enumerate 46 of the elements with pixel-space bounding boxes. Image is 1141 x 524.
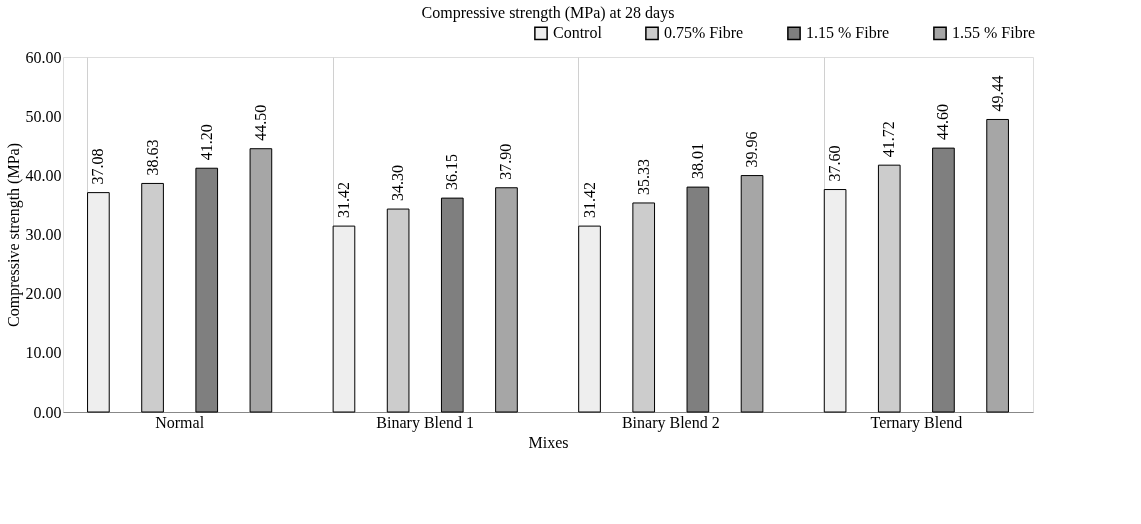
data-label: 31.42 — [580, 182, 598, 219]
bar — [332, 225, 356, 413]
data-label: 31.42 — [334, 182, 352, 219]
data-label: 37.90 — [497, 143, 515, 180]
data-label: 39.96 — [743, 131, 761, 168]
data-label: 37.60 — [826, 145, 844, 182]
data-label: 44.50 — [251, 104, 269, 141]
y-tick-label: 50.00 — [25, 107, 62, 125]
data-label: 41.72 — [880, 121, 898, 158]
y-tick-label: 60.00 — [25, 48, 62, 66]
x-tick-label: Binary Blend 2 — [621, 413, 720, 432]
y-tick-label: 0.00 — [33, 403, 62, 421]
data-label: 34.30 — [389, 165, 407, 202]
legend-label: 0.75% Fibre — [664, 24, 744, 42]
x-tick-label: Binary Blend 1 — [376, 413, 475, 432]
data-label: 49.44 — [988, 75, 1006, 112]
x-tick-label: Ternary Blend — [870, 413, 963, 432]
bar — [495, 187, 518, 413]
bar — [632, 202, 656, 413]
data-label: 38.63 — [143, 139, 161, 176]
x-axis-title: Mixes — [528, 433, 569, 451]
bar — [877, 164, 901, 413]
bar — [823, 189, 847, 413]
bar — [986, 118, 1009, 413]
bar — [386, 208, 410, 413]
legend-label: 1.55 % Fibre — [952, 24, 1036, 42]
data-label: 44.60 — [934, 104, 952, 141]
y-tick-label: 40.00 — [25, 166, 62, 184]
y-tick-label: 20.00 — [25, 285, 62, 303]
data-label: 38.01 — [688, 143, 706, 180]
legend-label: 1.15 % Fibre — [806, 24, 890, 42]
legend-label: Control — [553, 24, 603, 42]
bar — [740, 175, 764, 413]
bar — [578, 225, 601, 413]
data-label: 36.15 — [443, 154, 461, 191]
x-tick-label: Normal — [155, 413, 205, 431]
data-label: 35.33 — [634, 158, 652, 195]
bar — [87, 192, 110, 413]
data-label: 37.08 — [89, 148, 107, 185]
bar — [249, 148, 273, 413]
data-label: 41.20 — [197, 124, 215, 161]
y-axis-title: Compressive strength (MPa) — [4, 143, 23, 327]
y-tick-label: 30.00 — [25, 226, 62, 243]
bar — [141, 182, 164, 413]
chart-title: Compressive strength (MPa) at 28 days — [421, 4, 675, 22]
y-tick-label: 10.00 — [25, 344, 62, 362]
